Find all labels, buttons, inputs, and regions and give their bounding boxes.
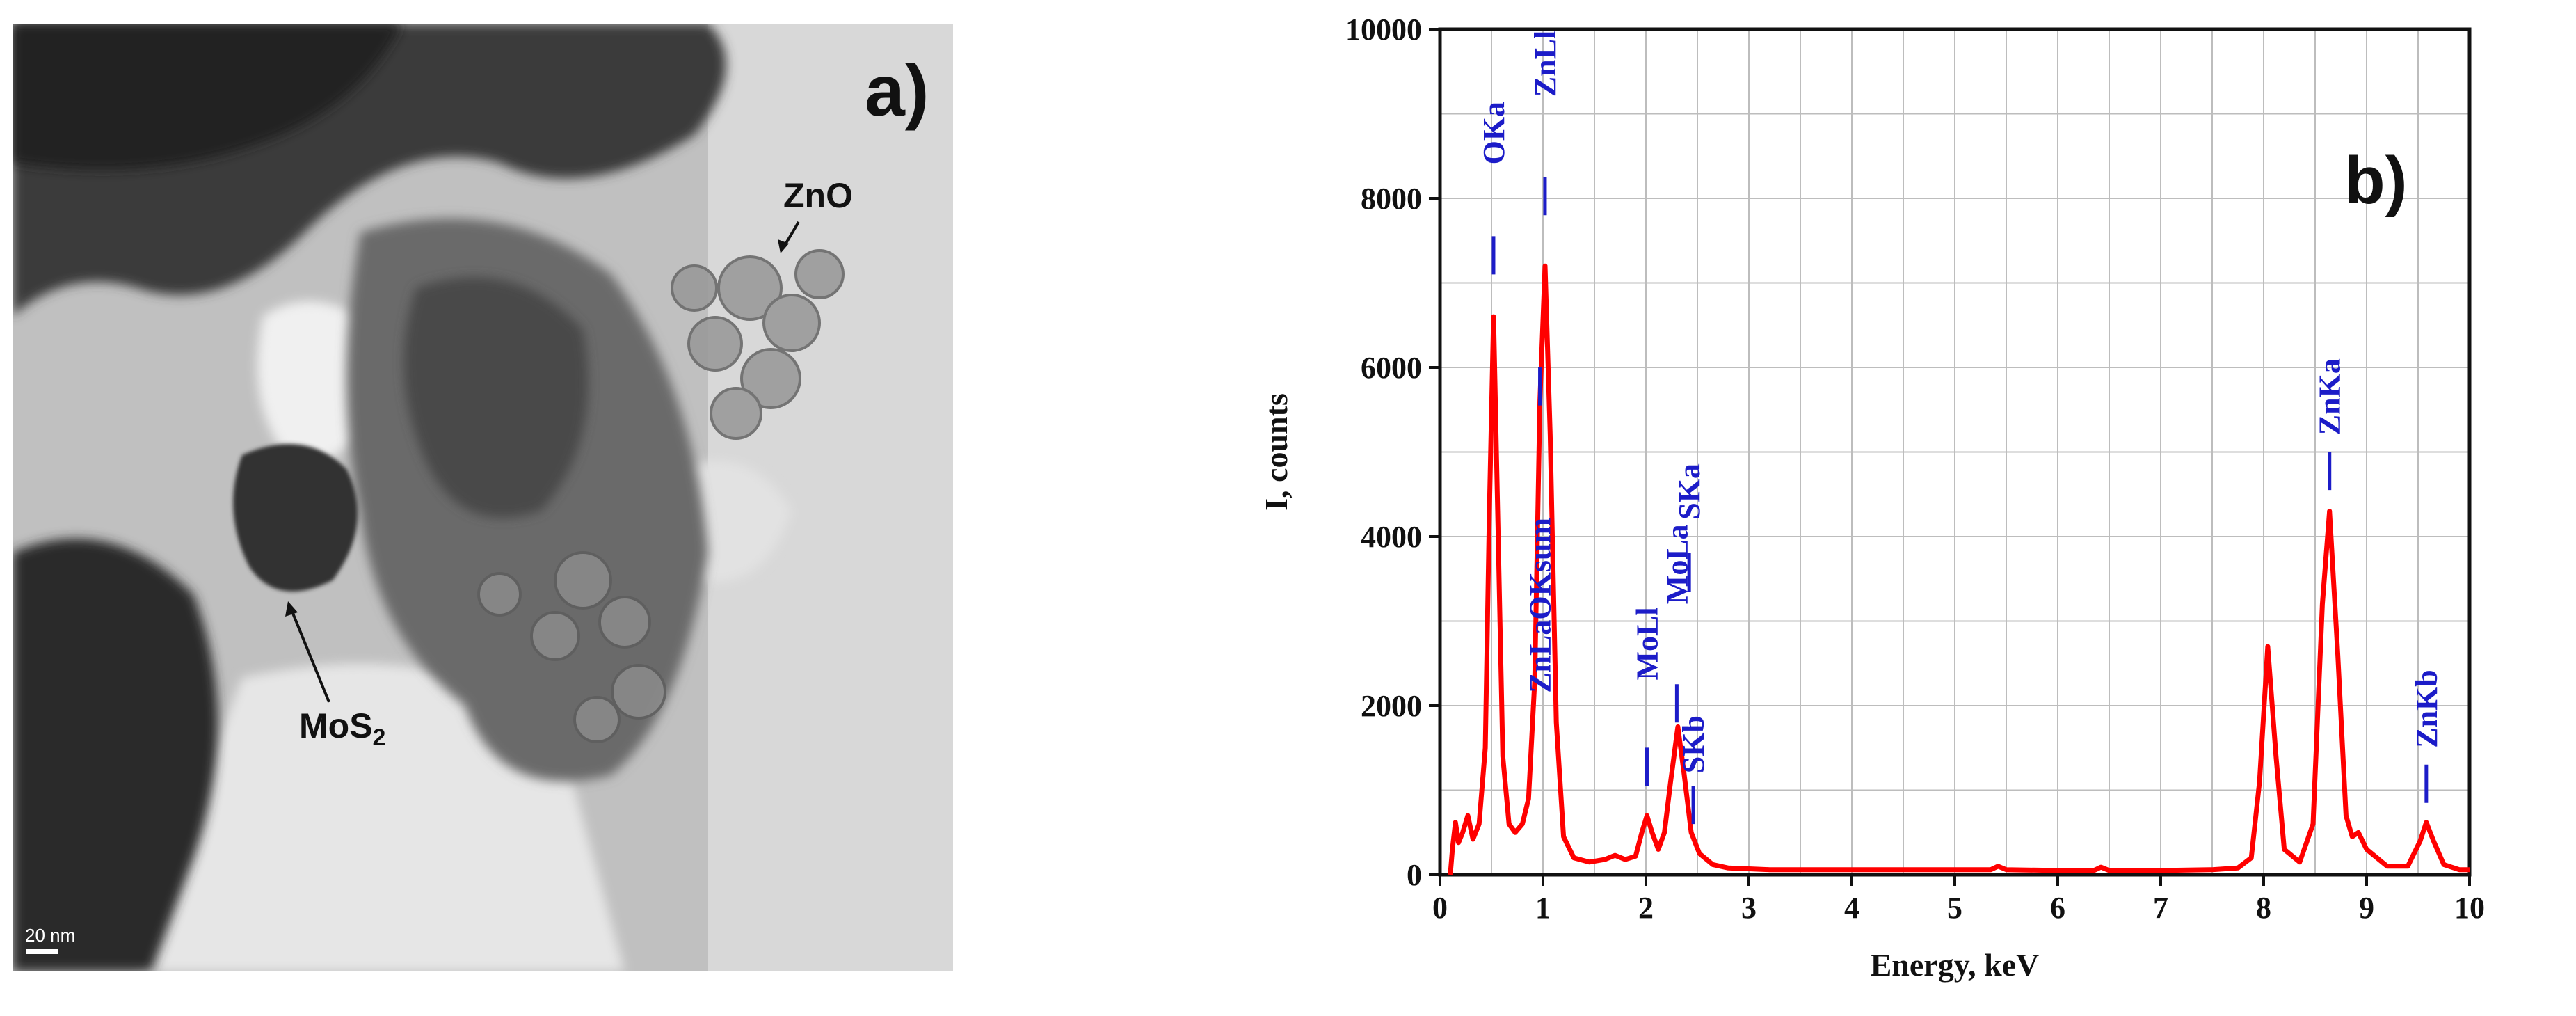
x-tick-label: 7 xyxy=(2153,891,2168,925)
peak-label: SKb xyxy=(1677,715,1711,773)
x-tick-label: 5 xyxy=(1947,891,1962,925)
scale-bar-label: 20 nm xyxy=(25,925,76,946)
x-tick-label: 10 xyxy=(2454,891,2485,925)
y-tick-label: 10000 xyxy=(1345,13,1422,47)
scale-bar xyxy=(26,949,58,954)
y-tick-label: 0 xyxy=(1407,858,1422,892)
peak-label: ZnKa xyxy=(2313,358,2347,435)
eds-chart: 0 1 2 3 4 5 6 7 8 9 10 0 2000 4000 6000 8000 10000 OKa Zn… xyxy=(1258,13,2485,983)
x-tick-label: 1 xyxy=(1535,891,1551,925)
y-tick-label: 2000 xyxy=(1361,689,1422,723)
series-line xyxy=(1448,263,2470,875)
panel-b-label: b) xyxy=(2344,143,2408,218)
x-tick-label: 6 xyxy=(2050,891,2065,925)
y-axis-title: I, counts xyxy=(1258,393,1294,511)
tem-image xyxy=(13,24,953,971)
y-tick-label: 4000 xyxy=(1361,520,1422,554)
y-tick-label: 8000 xyxy=(1361,182,1422,216)
x-axis-title: Energy, keV xyxy=(1871,947,2040,983)
tem-micrograph: a) ZnO MoS2 20 nm xyxy=(13,24,953,971)
series-layer xyxy=(1448,263,2470,875)
y-tick-label: 6000 xyxy=(1361,351,1422,385)
zno-annotation: ZnO xyxy=(783,176,853,215)
panel-a-label: a) xyxy=(865,51,929,132)
x-tick-label: 4 xyxy=(1844,891,1859,925)
peak-label: ZnLl xyxy=(1528,31,1562,97)
peak-label: ZnLaOKsum xyxy=(1523,518,1558,693)
x-tick-label: 9 xyxy=(2359,891,2374,925)
peak-label: ZnKb xyxy=(2410,669,2444,748)
peak-label: SKa xyxy=(1672,463,1706,520)
x-tick-label: 8 xyxy=(2256,891,2271,925)
x-tick-label: 0 xyxy=(1432,891,1448,925)
axis-ticks: 0 1 2 3 4 5 6 7 8 9 10 0 2000 4000 6000 8000 10000 xyxy=(1345,13,2485,925)
mos2-annotation: MoS2 xyxy=(299,706,386,751)
x-tick-label: 3 xyxy=(1741,891,1757,925)
peak-label: OKa xyxy=(1477,102,1511,164)
x-tick-label: 2 xyxy=(1638,891,1654,925)
peak-label: MoLl xyxy=(1630,607,1664,680)
